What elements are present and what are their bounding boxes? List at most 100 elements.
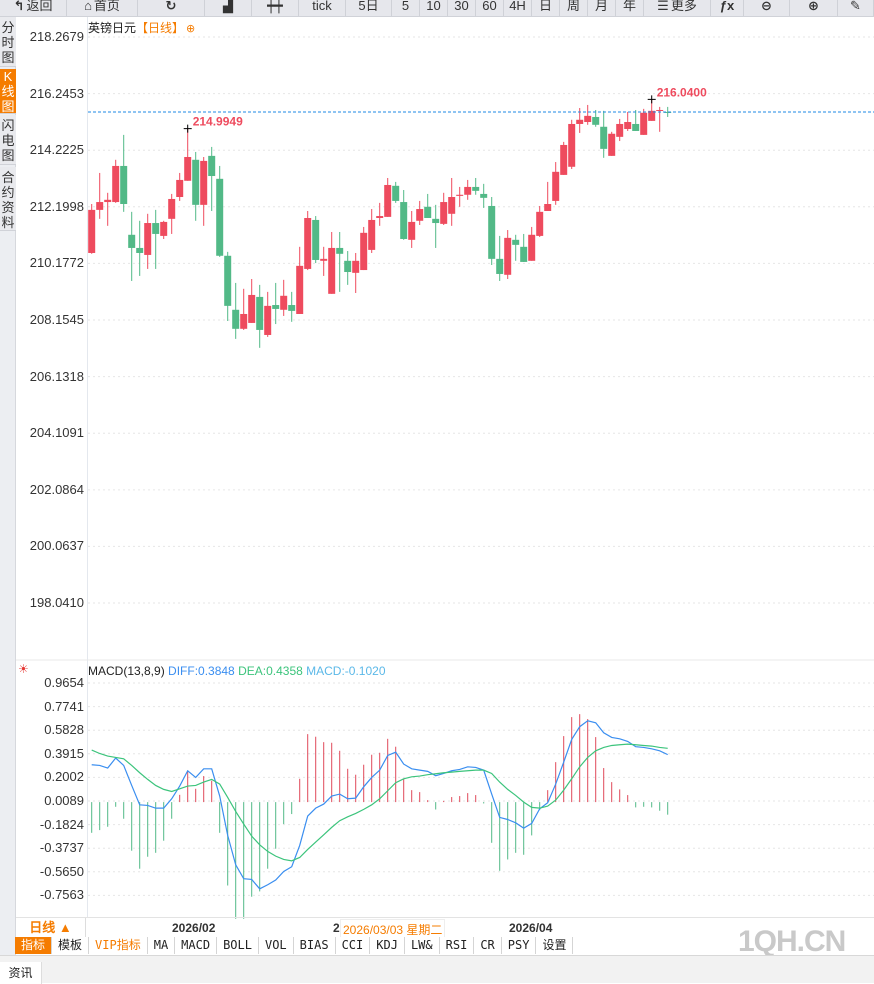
- candle-body: [552, 171, 560, 201]
- date-label: 2026/04: [509, 921, 553, 935]
- candle-body: [464, 186, 472, 195]
- crosshair-toggle-icon[interactable]: ⊕: [186, 23, 196, 35]
- candle-body: [488, 205, 496, 259]
- candle-body: [240, 313, 248, 329]
- high-price-label: 214.9949: [193, 115, 243, 129]
- date-label: 2: [333, 921, 340, 935]
- candle-body: [520, 246, 528, 262]
- candlestick-button[interactable]: ┿┿: [252, 0, 299, 16]
- macd-tick: 0.3915: [44, 745, 84, 761]
- period-60-button[interactable]: 60: [476, 0, 504, 16]
- sidebar-tab-contract-info[interactable]: 合约资料: [0, 167, 16, 231]
- zoom-in-icon: ⊕: [808, 0, 819, 13]
- sidebar: 分时图 K线图 闪电图 合约资料: [0, 17, 16, 955]
- period-月-button[interactable]: 月: [588, 0, 616, 16]
- candle-body: [272, 305, 280, 309]
- indicator-tab-cr[interactable]: CR: [474, 937, 502, 954]
- sidebar-tab-flash[interactable]: 闪电图: [0, 115, 16, 165]
- period-selector-button[interactable]: 日线 ▲: [16, 918, 86, 938]
- indicator-tab-macd[interactable]: MACD: [175, 937, 218, 954]
- candle-body: [368, 219, 376, 250]
- candle-body: [656, 109, 664, 111]
- candle-body: [360, 232, 368, 271]
- candle-body: [480, 193, 488, 198]
- menu-icon: ☰: [657, 0, 669, 13]
- sidebar-tab-kline[interactable]: K线图: [0, 69, 16, 114]
- menu-button[interactable]: ☰ 更多: [644, 0, 711, 16]
- refresh-icon: ↻: [165, 0, 177, 13]
- indicator-tab-bias[interactable]: BIAS: [293, 937, 336, 954]
- candlestick-icon: ┿┿: [267, 0, 283, 13]
- home-button[interactable]: ⌂ 首页: [67, 0, 138, 16]
- period-年-button[interactable]: 年: [616, 0, 644, 16]
- macd-tick: -0.7563: [39, 887, 84, 903]
- period-tick-button[interactable]: tick: [299, 0, 346, 16]
- macd-tick: -0.5650: [39, 863, 84, 879]
- period-10-button[interactable]: 10: [420, 0, 448, 16]
- period-周-button[interactable]: 周: [560, 0, 588, 16]
- candle-body: [160, 221, 168, 236]
- candle-body: [400, 202, 408, 239]
- candle-body: [216, 178, 224, 256]
- zoom-out-button[interactable]: ⊖: [744, 0, 790, 16]
- price-tick: 218.2679: [29, 29, 84, 44]
- settings-sun-icon[interactable]: ☀: [18, 662, 29, 676]
- candle-body: [568, 123, 576, 167]
- toolbar-button-label: 年: [622, 0, 636, 13]
- price-tick: 214.2225: [29, 142, 84, 158]
- candle-body: [232, 309, 240, 329]
- candle-body: [424, 206, 432, 218]
- zoom-in-button[interactable]: ⊕: [790, 0, 838, 16]
- period-4H-button[interactable]: 4H: [504, 0, 532, 16]
- date-label: 2026/02: [172, 921, 216, 935]
- indicator-tab-vip指标[interactable]: VIP指标: [89, 937, 148, 954]
- indicator-tab-lw&[interactable]: LW&: [404, 937, 440, 954]
- candle-body: [440, 202, 448, 224]
- indicator-tabs: 指标 模板 VIP指标 MA MACD BOLL VOL BIAS CCI KDJ LW& RSI CR…: [15, 937, 574, 954]
- sidebar-tab-timeshare[interactable]: 分时图: [0, 17, 16, 67]
- price-tick: 216.2453: [29, 85, 84, 101]
- back-arrow-button[interactable]: ↰ 返回: [0, 0, 67, 16]
- period-30-button[interactable]: 30: [448, 0, 476, 16]
- indicator-tab-指标[interactable]: 指标: [15, 937, 53, 954]
- price-tick: 202.0864: [29, 481, 84, 497]
- candle-body: [512, 239, 520, 245]
- period-日-button[interactable]: 日: [532, 0, 560, 16]
- candle-body: [96, 202, 104, 210]
- period-5日-button[interactable]: 5日: [346, 0, 392, 16]
- candle-body: [408, 221, 416, 240]
- price-tick: 198.0410: [29, 595, 84, 611]
- indicator-tab-kdj[interactable]: KDJ: [370, 937, 405, 954]
- bar-chart-icon: ▟: [223, 0, 233, 13]
- indicator-tab-rsi[interactable]: RSI: [439, 937, 475, 954]
- toolbar-button-label: 返回: [26, 0, 53, 13]
- macd-legend-diff: DIFF:0.3848: [168, 664, 235, 678]
- symbol-name: 英镑日元: [88, 21, 137, 35]
- indicator-tab-设置[interactable]: 设置: [536, 937, 574, 954]
- candle-body: [496, 258, 504, 274]
- price-tick: 206.1318: [29, 368, 84, 384]
- news-tab[interactable]: 资讯: [0, 962, 42, 984]
- refresh-button[interactable]: ↻: [138, 0, 205, 16]
- candle-body: [352, 260, 360, 273]
- indicator-tab-boll[interactable]: BOLL: [217, 937, 259, 954]
- indicator-tab-cci[interactable]: CCI: [335, 937, 371, 954]
- price-tick: 200.0637: [29, 538, 84, 554]
- indicator-tab-模板[interactable]: 模板: [52, 937, 90, 954]
- candle-body: [560, 144, 568, 175]
- indicator-tab-psy[interactable]: PSY: [501, 937, 537, 954]
- candle-body: [248, 294, 256, 323]
- candle-body: [192, 159, 200, 205]
- toolbar-button-label: 月: [594, 0, 608, 13]
- fx-icon: ƒx: [719, 0, 735, 13]
- fx-button[interactable]: ƒx: [711, 0, 744, 16]
- pen-icon: ✎: [850, 0, 861, 13]
- bar-chart-button[interactable]: ▟: [205, 0, 252, 16]
- indicator-tab-vol[interactable]: VOL: [258, 937, 294, 954]
- candle-body: [200, 160, 208, 205]
- candle-body: [584, 115, 592, 123]
- period-5-button[interactable]: 5: [392, 0, 420, 16]
- back-arrow-icon: ↰: [13, 0, 25, 13]
- indicator-tab-ma[interactable]: MA: [147, 937, 176, 954]
